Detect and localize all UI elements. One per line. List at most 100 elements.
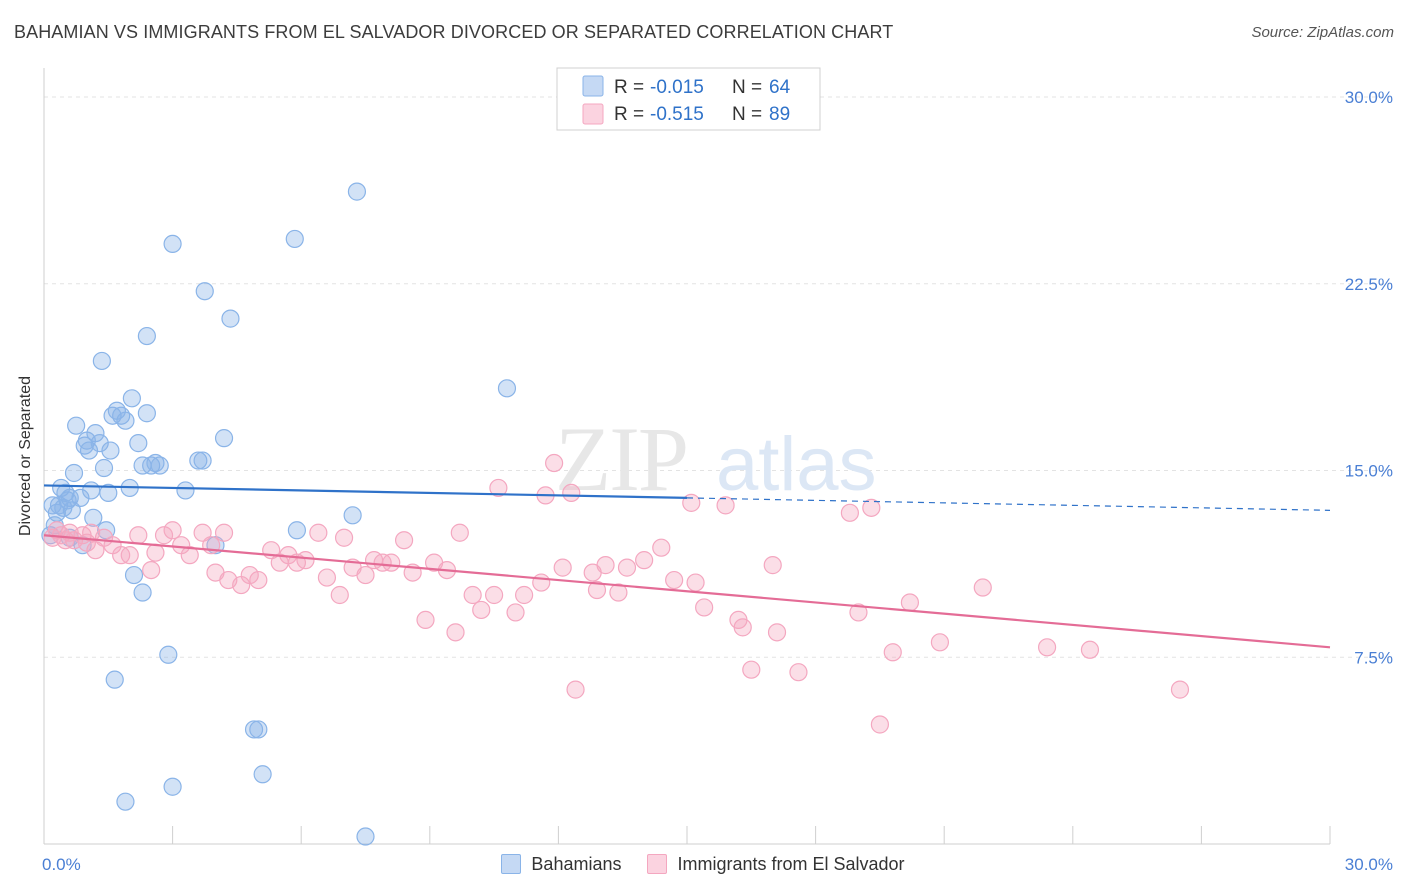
point-series-1-15: [142, 560, 161, 580]
y-tick-label-3: 30.0%: [1345, 88, 1393, 107]
point-series-1-39: [356, 565, 375, 585]
bottom-legend-swatch-bahamians: [501, 854, 522, 874]
legend-r-label-2: R =: [614, 104, 644, 125]
point-series-1-43: [394, 531, 414, 550]
point-series-1-56: [532, 573, 551, 592]
point-series-0-62: [54, 498, 73, 517]
point-series-0-31: [129, 434, 148, 453]
source-credit: Source: ZipAtlas.com: [1251, 24, 1394, 41]
point-series-0-38: [150, 456, 169, 475]
point-series-0-52: [249, 720, 268, 739]
point-series-0-35: [137, 404, 156, 423]
point-series-0-8: [64, 463, 84, 483]
point-series-0-55: [287, 521, 307, 540]
point-series-1-71: [682, 493, 701, 512]
point-series-1-23: [214, 523, 234, 542]
point-series-1-20: [180, 546, 199, 565]
point-series-0-46: [214, 429, 234, 448]
point-series-1-80: [840, 503, 859, 522]
point-series-1-50: [463, 585, 482, 605]
point-series-0-27: [116, 411, 135, 430]
watermark-zip: ZIP: [555, 408, 687, 510]
point-series-0-10: [71, 488, 90, 507]
point-series-0-58: [356, 827, 375, 846]
bottom-legend-label-el-salvador: Immigrants from El Salvador: [677, 853, 905, 874]
bottom-legend-item-bahamians: Bahamians: [501, 854, 621, 875]
point-series-1-45: [416, 610, 435, 630]
point-series-1-67: [635, 551, 654, 570]
point-series-1-78: [767, 623, 787, 642]
point-series-1-90: [1170, 680, 1190, 699]
point-series-0-41: [176, 481, 195, 500]
watermark-atlas: atlas: [716, 422, 877, 507]
point-series-1-85: [900, 593, 920, 612]
point-series-0-49: [116, 792, 135, 811]
point-series-0-22: [99, 483, 118, 503]
point-series-0-14: [79, 441, 99, 460]
point-series-0-20: [94, 458, 114, 478]
point-series-1-51: [472, 600, 491, 620]
point-series-1-16: [146, 543, 165, 562]
point-series-1-86: [930, 633, 950, 652]
x-tick-label-1: 30.0%: [1345, 855, 1393, 874]
point-series-0-39: [159, 645, 178, 664]
trend-line-series-0: [43, 484, 688, 499]
legend-r-value-2: -0.515: [650, 104, 704, 125]
point-series-1-52: [485, 585, 504, 605]
point-series-0-42: [189, 451, 208, 470]
bottom-legend-swatch-el-salvador: [647, 854, 668, 874]
point-series-1-64: [596, 556, 615, 575]
point-series-1-83: [870, 715, 890, 734]
legend-n-value-1: 64: [769, 77, 791, 98]
point-series-1-89: [1080, 640, 1100, 659]
watermark: ZIP atlas: [555, 408, 877, 510]
point-series-0-47: [221, 309, 240, 328]
point-series-1-66: [617, 558, 637, 577]
legend-swatch-el-salvador: [582, 103, 604, 125]
trend-lines: [43, 484, 1331, 649]
legend-n-value-2: 89: [769, 104, 790, 125]
point-series-1-68: [652, 538, 671, 557]
point-series-0-43: [193, 451, 212, 470]
point-series-0-50: [163, 777, 182, 796]
point-series-1-35: [317, 568, 337, 587]
legend-r-label-1: R =: [614, 77, 644, 98]
point-series-1-76: [742, 660, 761, 679]
point-series-1-70: [686, 573, 705, 592]
point-series-1-72: [695, 598, 714, 617]
point-series-1-87: [973, 578, 992, 597]
point-series-0-17: [86, 424, 105, 443]
axes: [43, 68, 1331, 845]
legend-n-label-2: N =: [732, 104, 762, 125]
point-series-1-17: [154, 526, 174, 545]
point-series-0-57: [347, 182, 367, 201]
point-series-1-79: [789, 663, 808, 682]
point-series-1-33: [296, 551, 315, 570]
point-series-1-14: [129, 526, 148, 545]
legend-r-value-1: -0.015: [650, 77, 704, 98]
point-series-0-44: [195, 282, 214, 301]
x-tick-label-0: 0.0%: [42, 855, 81, 874]
point-series-1-21: [193, 523, 212, 542]
grid-lines: [44, 96, 1392, 658]
point-series-1-27: [240, 565, 259, 585]
point-series-1-69: [665, 570, 684, 590]
point-series-0-56: [343, 506, 362, 525]
point-series-0-40: [163, 234, 182, 254]
point-series-1-88: [1037, 638, 1057, 657]
point-series-0-9: [67, 416, 86, 435]
point-series-1-77: [763, 556, 782, 575]
point-series-1-65: [609, 583, 628, 602]
point-series-1-81: [849, 603, 868, 622]
point-series-1-37: [334, 528, 354, 547]
point-series-1-36: [330, 585, 349, 605]
stats-legend: R = -0.015 N = 64 R = -0.515 N = 89: [556, 67, 821, 131]
point-series-0-48: [105, 670, 124, 689]
point-series-0-59: [497, 379, 517, 398]
point-series-1-73: [716, 496, 735, 515]
tick-labels: 7.5% 15.0% 22.5% 30.0% 0.0% 30.0%: [42, 88, 1393, 874]
point-series-0-54: [285, 229, 304, 249]
point-series-1-9: [86, 541, 105, 560]
point-series-0-53: [253, 765, 272, 784]
